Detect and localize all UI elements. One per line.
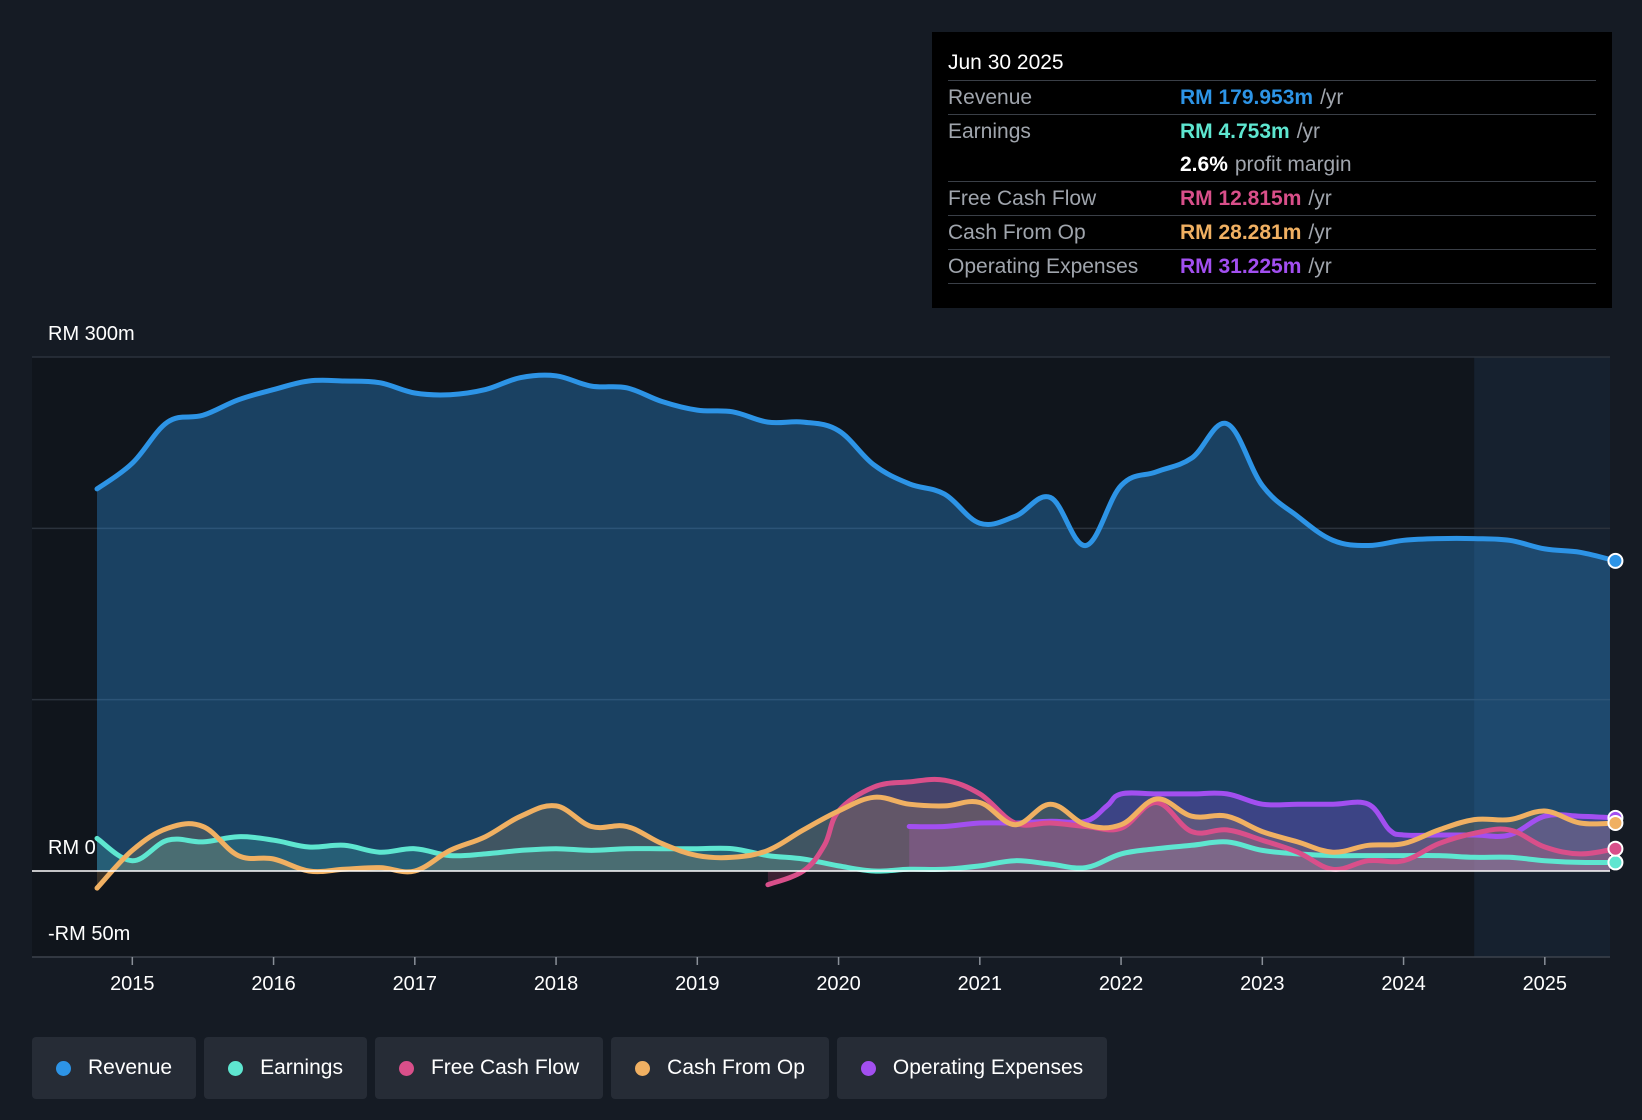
revenue-line — [94, 372, 1610, 563]
revenue-end-point — [1607, 552, 1624, 569]
tooltip-value: RM 28.281m — [1180, 221, 1302, 244]
tooltip-unit: /yr — [1308, 255, 1332, 278]
x-tick-label: 2015 — [110, 973, 155, 995]
legend-item-earnings[interactable]: Earnings — [204, 1037, 367, 1099]
x-tick-label: 2025 — [1523, 973, 1568, 995]
tooltip-unit: /yr — [1320, 86, 1344, 109]
free-cash-flow-line — [765, 776, 1610, 888]
x-tick-label: 2022 — [1099, 973, 1144, 995]
tooltip: Jun 30 2025 Revenue RM 179.953m /yr Earn… — [932, 32, 1612, 308]
x-tick-label: 2023 — [1240, 973, 1285, 995]
x-tick-label: 2020 — [816, 973, 861, 995]
revenue-area — [97, 375, 1610, 871]
earnings-area — [97, 836, 1610, 872]
operating-expenses-dot-icon — [860, 1060, 876, 1076]
tooltip-unit: /yr — [1296, 120, 1321, 143]
x-tick-label: 2024 — [1381, 973, 1426, 995]
x-tick-label: 2017 — [393, 973, 438, 995]
tooltip-row-revenue: Revenue RM 179.953m /yr — [948, 81, 1596, 115]
legend-item-revenue[interactable]: Revenue — [32, 1037, 197, 1099]
earnings-end-point — [1607, 854, 1624, 871]
tooltip-unit: profit margin — [1234, 153, 1352, 176]
tooltip-label — [948, 148, 1180, 181]
tooltip-value: RM 4.753m — [1180, 120, 1290, 143]
tooltip-value: RM 31.225m — [1180, 255, 1302, 278]
tooltip-row-free-cash-flow: Free Cash Flow RM 12.815m /yr — [948, 182, 1596, 216]
tooltip-date: Jun 30 2025 — [948, 46, 1596, 81]
tooltip-unit: /yr — [1308, 221, 1332, 244]
x-tick-label: 2018 — [534, 973, 579, 995]
free-cash-flow-end-point — [1607, 840, 1624, 857]
tooltip-row-profit-margin: 2.6% profit margin — [948, 148, 1596, 182]
x-tick-label: 2016 — [251, 973, 296, 995]
legend-item-cash-from-op[interactable]: Cash From Op — [611, 1037, 829, 1099]
earnings-line — [94, 834, 1610, 874]
y-label-zero: RM 0 — [48, 837, 96, 859]
x-tick-label: 2021 — [958, 973, 1003, 995]
tooltip-row-operating-expenses: Operating Expenses RM 31.225m /yr — [948, 250, 1596, 284]
revenue-dot-icon — [56, 1060, 71, 1076]
tooltip-value: RM 12.815m — [1180, 187, 1302, 210]
legend-label: Earnings — [260, 1056, 343, 1079]
tooltip-label: Operating Expenses — [948, 255, 1139, 278]
legend-label: Revenue — [88, 1056, 173, 1079]
tooltip-value: 2.6% — [1180, 153, 1228, 176]
tooltip-label: Earnings — [948, 120, 1031, 143]
tooltip-label: Free Cash Flow — [948, 187, 1097, 210]
tooltip-value: RM 179.953m — [1180, 86, 1314, 109]
legend-item-operating-expenses[interactable]: Operating Expenses — [836, 1037, 1108, 1099]
legend-label: Cash From Op — [667, 1056, 805, 1079]
legend: Revenue Earnings Free Cash Flow Cash Fro… — [32, 1037, 1108, 1099]
x-tick-label: 2019 — [675, 973, 720, 995]
y-label-top: RM 300m — [48, 323, 135, 345]
tooltip-label: Revenue — [948, 86, 1033, 109]
cash-from-op-end-point — [1607, 815, 1624, 832]
tooltip-row-cash-from-op: Cash From Op RM 28.281m /yr — [948, 216, 1596, 250]
tooltip-label: Cash From Op — [948, 221, 1086, 244]
y-label-bottom: -RM 50m — [48, 923, 130, 945]
free-cash-flow-dot-icon — [398, 1060, 414, 1076]
tooltip-row-earnings: Earnings RM 4.753m /yr — [948, 115, 1596, 148]
earnings-dot-icon — [228, 1060, 244, 1076]
cash-from-op-dot-icon — [635, 1060, 651, 1076]
legend-label: Operating Expenses — [892, 1056, 1084, 1079]
cash-from-op-line — [94, 794, 1610, 891]
tooltip-unit: /yr — [1308, 187, 1332, 210]
legend-item-free-cash-flow[interactable]: Free Cash Flow — [374, 1037, 604, 1099]
legend-label: Free Cash Flow — [430, 1056, 580, 1079]
